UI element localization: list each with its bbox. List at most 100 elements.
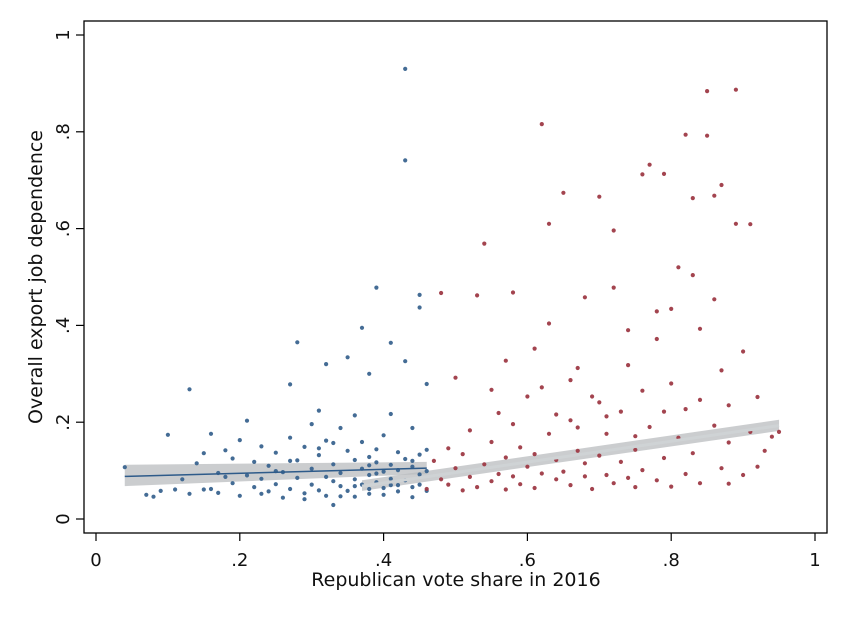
- data-point: [691, 451, 695, 455]
- data-point: [410, 485, 414, 489]
- data-point: [511, 474, 515, 478]
- data-point: [418, 483, 422, 487]
- plot-frame: [84, 21, 827, 533]
- data-point: [382, 493, 386, 497]
- data-point: [267, 489, 271, 493]
- data-point: [453, 376, 457, 380]
- data-point: [497, 411, 501, 415]
- data-point: [288, 382, 292, 386]
- data-point: [389, 341, 393, 345]
- data-point: [259, 444, 263, 448]
- data-point: [295, 458, 299, 462]
- data-point: [410, 426, 414, 430]
- data-point: [353, 495, 357, 499]
- data-point: [331, 479, 335, 483]
- data-point: [712, 297, 716, 301]
- data-point: [504, 487, 508, 491]
- data-point: [331, 462, 335, 466]
- data-point: [367, 455, 371, 459]
- data-point: [374, 286, 378, 290]
- data-point: [597, 454, 601, 458]
- data-point: [597, 195, 601, 199]
- fit-line-1: [362, 426, 779, 487]
- data-point: [489, 440, 493, 444]
- data-point: [755, 395, 759, 399]
- data-point: [302, 497, 306, 501]
- data-point: [389, 463, 393, 467]
- data-point: [418, 305, 422, 309]
- data-point: [310, 467, 314, 471]
- data-point: [389, 412, 393, 416]
- y-axis: 0 .2 .4 .6 .8 1: [53, 29, 84, 524]
- data-point: [288, 436, 292, 440]
- y-tick-label: 0: [53, 513, 74, 524]
- data-point: [223, 475, 227, 479]
- data-point: [676, 265, 680, 269]
- confidence-bands: [125, 420, 779, 491]
- data-point: [338, 494, 342, 498]
- data-point: [525, 465, 529, 469]
- data-point: [684, 407, 688, 411]
- x-tick-label: .4: [375, 550, 392, 571]
- data-point: [568, 483, 572, 487]
- data-point: [396, 450, 400, 454]
- data-point: [259, 477, 263, 481]
- data-point: [511, 290, 515, 294]
- data-point: [360, 440, 364, 444]
- data-point: [540, 385, 544, 389]
- data-point: [619, 410, 623, 414]
- data-point: [705, 89, 709, 93]
- x-tick-label: 0: [90, 550, 101, 571]
- data-point: [576, 366, 580, 370]
- data-point: [439, 477, 443, 481]
- data-point: [619, 460, 623, 464]
- data-point: [418, 453, 422, 457]
- data-point: [547, 432, 551, 436]
- data-point: [187, 492, 191, 496]
- data-point: [382, 433, 386, 437]
- data-point: [374, 471, 378, 475]
- data-point: [604, 414, 608, 418]
- data-point: [533, 452, 537, 456]
- data-point: [640, 389, 644, 393]
- data-point: [554, 477, 558, 481]
- data-point: [324, 494, 328, 498]
- data-point: [633, 485, 637, 489]
- data-point: [719, 368, 723, 372]
- data-point: [684, 472, 688, 476]
- data-point: [568, 418, 572, 422]
- data-point: [324, 439, 328, 443]
- data-point: [252, 485, 256, 489]
- data-point: [288, 487, 292, 491]
- data-point: [288, 459, 292, 463]
- data-point: [245, 473, 249, 477]
- data-point: [561, 470, 565, 474]
- data-point: [231, 456, 235, 460]
- data-point: [727, 403, 731, 407]
- data-point: [202, 451, 206, 455]
- data-point: [576, 425, 580, 429]
- data-point: [597, 400, 601, 404]
- data-point: [475, 293, 479, 297]
- data-point: [482, 462, 486, 466]
- data-point: [655, 337, 659, 341]
- data-point: [231, 481, 235, 485]
- data-point: [461, 452, 465, 456]
- data-point: [425, 382, 429, 386]
- data-point: [166, 433, 170, 437]
- data-point: [245, 419, 249, 423]
- data-point: [475, 485, 479, 489]
- data-point: [353, 484, 357, 488]
- data-point: [403, 457, 407, 461]
- data-point: [367, 372, 371, 376]
- x-tick-label: .6: [519, 550, 536, 571]
- data-point: [727, 440, 731, 444]
- data-point: [216, 491, 220, 495]
- data-point: [403, 158, 407, 162]
- data-point: [576, 449, 580, 453]
- data-point: [698, 481, 702, 485]
- data-point: [324, 475, 328, 479]
- data-point: [734, 222, 738, 226]
- data-point: [583, 474, 587, 478]
- x-axis: 0 .2 .4 .6 .8 1: [90, 533, 820, 571]
